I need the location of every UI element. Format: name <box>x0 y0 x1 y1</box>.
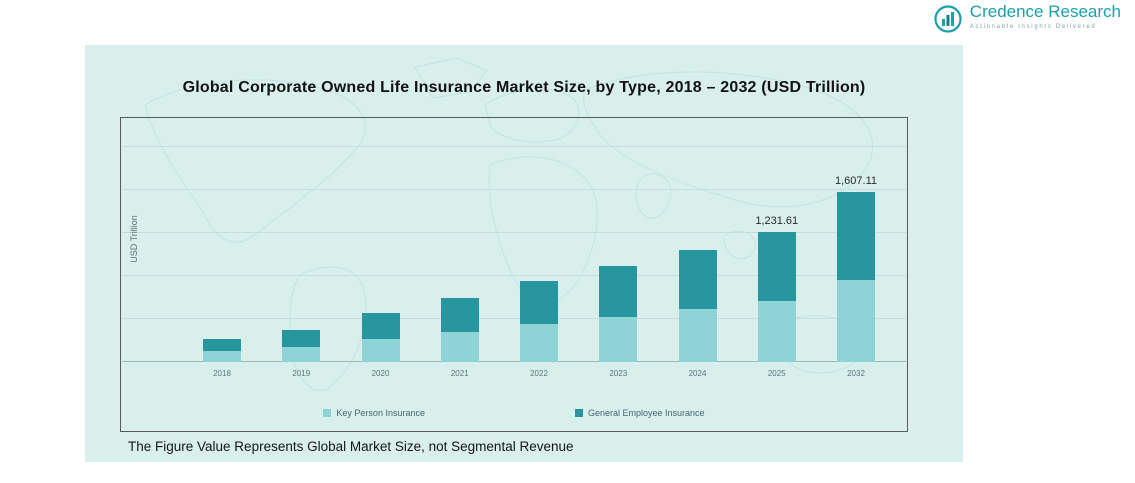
bar-column-2023: 2023 <box>599 266 638 378</box>
legend-swatch <box>574 409 583 417</box>
bar-stack <box>678 250 717 362</box>
x-axis-label: 2025 <box>767 369 786 378</box>
legend: Key Person Insurance General Employee Ins… <box>121 408 907 418</box>
bar-column-2025: 1,231.61 2025 <box>755 215 799 378</box>
x-axis-label: 2032 <box>847 369 865 378</box>
bar-column-2032: 1,607.11 2032 <box>835 175 878 378</box>
bar-segment-general-employee <box>203 339 241 351</box>
bar-segment-general-employee <box>678 250 717 309</box>
bar-segment-general-employee <box>520 281 558 324</box>
bar-column-2018: 2018 <box>203 339 241 378</box>
bar-segment-key-person <box>520 324 558 362</box>
bar-stack <box>757 232 796 362</box>
bar-segment-key-person <box>678 309 717 362</box>
bar-segment-general-employee <box>837 192 875 280</box>
figure-note: The Figure Value Represents Global Marke… <box>128 439 574 454</box>
logo-tagline: Actionable Insights Delivered <box>969 23 1097 30</box>
bar-segment-key-person <box>440 332 479 362</box>
bar-segment-key-person <box>282 347 321 362</box>
bar-segment-general-employee <box>440 298 479 332</box>
bar-segment-general-employee <box>599 266 638 317</box>
bar-segment-key-person <box>757 301 796 362</box>
legend-item-general-employee: General Employee Insurance <box>574 408 705 418</box>
bar-value-label: 1,607.11 <box>835 175 878 187</box>
x-axis-label: 2022 <box>530 369 548 378</box>
legend-label: General Employee Insurance <box>587 408 705 418</box>
x-axis-label: 2023 <box>609 369 628 378</box>
bar-stack <box>440 298 479 362</box>
bar-value-label: 1,231.61 <box>755 215 799 227</box>
bar-stack <box>361 313 400 362</box>
bars: 2018 2019 2020 2021 2022 2023 2024 1,231.61 2025… <box>193 116 885 378</box>
bar-stack <box>203 339 241 362</box>
x-axis-label: 2018 <box>213 369 231 378</box>
x-axis-label: 2024 <box>688 369 707 378</box>
x-axis-baseline <box>122 361 906 362</box>
chart-panel: Global Corporate Owned Life Insurance Ma… <box>85 45 963 462</box>
plot-area: USD Trillion 2018 2019 2020 2021 2022 2023 202… <box>120 117 908 432</box>
x-axis-label: 2021 <box>450 369 469 378</box>
gridline <box>122 318 906 319</box>
bar-segment-key-person <box>203 351 241 362</box>
bar-segment-general-employee <box>757 232 796 301</box>
bar-segment-key-person <box>599 317 638 362</box>
bar-segment-key-person <box>837 280 875 362</box>
bar-column-2019: 2019 <box>282 330 321 378</box>
credence-research-logo-icon <box>933 4 963 39</box>
bar-stack <box>837 192 875 362</box>
legend-item-key-person: Key Person Insurance <box>323 408 425 418</box>
bar-segment-general-employee <box>361 313 400 339</box>
bar-column-2020: 2020 <box>361 313 400 378</box>
y-axis-label-text: USD Trillion <box>129 215 140 263</box>
bar-segment-general-employee <box>282 330 321 347</box>
legend-label: Key Person Insurance <box>336 408 425 418</box>
gridline <box>122 146 906 147</box>
logo-name: Credence Research <box>969 2 1121 21</box>
x-axis-label: 2019 <box>292 369 311 378</box>
chart-title: Global Corporate Owned Life Insurance Ma… <box>182 79 866 96</box>
bar-segment-key-person <box>361 339 400 362</box>
bar-stack <box>282 330 321 362</box>
y-axis-label: USD Trillion <box>125 116 143 362</box>
credence-research-logo: Credence Research Actionable Insights De… <box>933 2 1121 39</box>
bar-column-2022: 2022 <box>520 281 558 378</box>
bar-column-2021: 2021 <box>440 298 479 378</box>
bar-stack <box>599 266 638 362</box>
bar-stack <box>520 281 558 362</box>
bar-column-2024: 2024 <box>678 250 717 378</box>
x-axis-label: 2020 <box>371 369 390 378</box>
legend-swatch <box>323 409 332 417</box>
